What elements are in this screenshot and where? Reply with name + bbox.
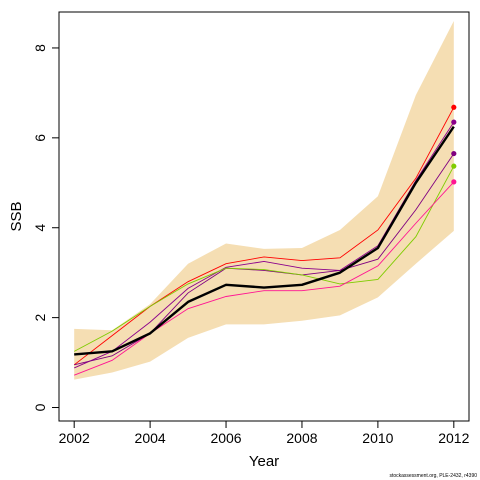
- confidence-band-layer: [74, 20, 454, 380]
- endpoint-marker-3: [451, 150, 457, 157]
- endpoint-marker-1: [451, 104, 457, 110]
- series-line-5: [74, 181, 455, 376]
- endpoint-marker-2: [451, 119, 457, 125]
- y-tick-label-6: 6: [32, 134, 48, 142]
- series-lines-layer: [73, 107, 455, 376]
- plot-frame: [58, 11, 470, 422]
- source-footnote: stockassessment.org, PLE-2432, r4390: [389, 473, 477, 479]
- x-axis-label: Year: [249, 453, 279, 470]
- confidence-band: [74, 20, 454, 380]
- main-estimate-line: [74, 125, 455, 356]
- y-tick-label-2: 2: [32, 314, 48, 322]
- x-tick-label-2012: 2012: [438, 430, 469, 446]
- series-line-4: [73, 165, 455, 352]
- endpoint-marker-5: [451, 179, 457, 185]
- x-axis: 2002 2004 2006 2008 2010 2012: [59, 421, 470, 446]
- y-tick-label-8: 8: [32, 44, 48, 52]
- x-tick-label-2006: 2006: [210, 430, 241, 446]
- x-tick-label-2010: 2010: [362, 430, 393, 446]
- x-tick-label-2008: 2008: [286, 430, 317, 446]
- main-line-layer: [74, 125, 455, 356]
- series-line-1: [73, 107, 455, 366]
- y-axis-label: SSB: [8, 201, 25, 231]
- series-line-3: [74, 153, 455, 366]
- x-tick-label-2002: 2002: [59, 430, 90, 446]
- y-tick-label-0: 0: [32, 403, 48, 411]
- y-tick-label-4: 4: [32, 224, 48, 232]
- endpoint-markers-layer: [451, 104, 457, 185]
- x-tick-label-2004: 2004: [135, 430, 166, 446]
- y-axis: 0 2 4 6 8: [32, 44, 59, 411]
- endpoint-marker-4: [451, 163, 457, 169]
